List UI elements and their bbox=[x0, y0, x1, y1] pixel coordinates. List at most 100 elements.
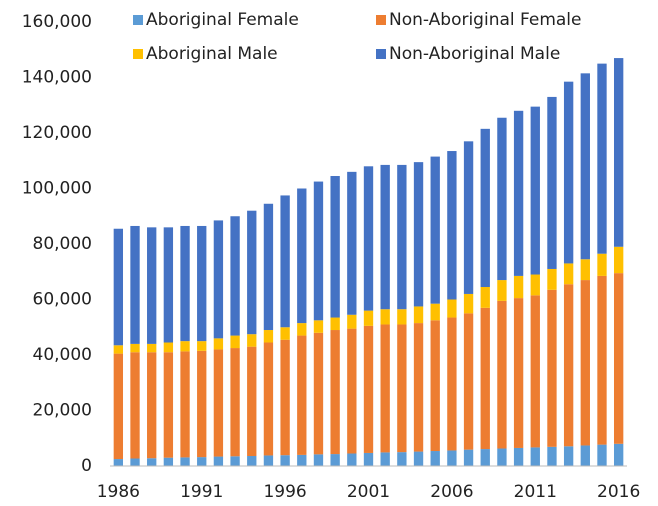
bar-segment bbox=[463, 449, 474, 466]
bar-segment bbox=[447, 317, 457, 451]
bar-segment bbox=[497, 117, 507, 281]
legend-swatch bbox=[133, 49, 143, 59]
bar-segment bbox=[130, 343, 140, 353]
bar-segment bbox=[530, 106, 540, 275]
bar-segment bbox=[330, 176, 340, 318]
bar-segment bbox=[430, 451, 440, 466]
bar-segment bbox=[447, 151, 457, 300]
bar-segment bbox=[513, 110, 524, 276]
bar-segment bbox=[263, 330, 274, 343]
bar-segment bbox=[547, 289, 557, 447]
y-tick-label: 160,000 bbox=[22, 12, 92, 32]
bar-segment bbox=[597, 253, 607, 276]
bar-segment bbox=[330, 330, 340, 455]
bar-segment bbox=[363, 325, 374, 453]
bar-segment bbox=[363, 310, 374, 326]
bar-segment bbox=[513, 275, 524, 299]
bar-segment bbox=[380, 164, 390, 310]
bar-segment bbox=[147, 227, 157, 344]
bar-segment bbox=[230, 216, 240, 336]
bar-segment bbox=[197, 350, 207, 458]
bar-segment bbox=[480, 449, 490, 466]
y-tick-label: 40,000 bbox=[33, 345, 92, 365]
bar-segment bbox=[347, 453, 357, 466]
bar-segment bbox=[280, 339, 290, 456]
bar-segment bbox=[213, 456, 224, 466]
bar-segment bbox=[480, 128, 490, 288]
y-tick-label: 60,000 bbox=[33, 290, 92, 310]
y-tick-label: 0 bbox=[81, 456, 92, 476]
bar-segment bbox=[347, 314, 357, 329]
bar-segment bbox=[430, 303, 440, 321]
bar-segment bbox=[597, 444, 607, 466]
bar-segment bbox=[297, 188, 307, 324]
bar-segment bbox=[380, 309, 390, 325]
bar-segment bbox=[247, 210, 257, 335]
legend-label: Non-Aboriginal Male bbox=[389, 44, 560, 64]
bar-segment bbox=[447, 299, 457, 318]
bar-segment bbox=[130, 352, 140, 459]
bar-segment bbox=[280, 455, 290, 466]
bar-segment bbox=[397, 164, 407, 310]
bar-segment bbox=[147, 352, 157, 459]
bar-segment bbox=[380, 452, 390, 466]
bar-segment bbox=[113, 345, 124, 354]
x-tick-label: 1986 bbox=[97, 482, 140, 502]
bar-segment bbox=[497, 300, 507, 449]
bar-segment bbox=[280, 195, 290, 328]
bar-segment bbox=[363, 166, 374, 311]
bar-segment bbox=[363, 452, 374, 466]
bar-segment bbox=[563, 446, 574, 466]
legend-swatch bbox=[376, 49, 386, 59]
bar-segment bbox=[580, 259, 590, 281]
bar-segment bbox=[397, 452, 407, 466]
bar-segment bbox=[613, 443, 624, 466]
bar-segment bbox=[463, 313, 474, 450]
bar-segment bbox=[380, 324, 390, 453]
bar-segment bbox=[297, 323, 307, 336]
legend-swatch bbox=[133, 15, 143, 25]
bar-segment bbox=[230, 348, 240, 457]
bar-segment bbox=[580, 73, 590, 260]
bar-segment bbox=[330, 454, 340, 466]
bar-segment bbox=[263, 342, 274, 456]
bar-segment bbox=[130, 225, 140, 344]
bar-segment bbox=[547, 96, 557, 269]
bar-segment bbox=[480, 287, 490, 308]
bar-segment bbox=[563, 284, 574, 447]
bar-segment bbox=[197, 341, 207, 351]
bar-segment bbox=[547, 268, 557, 290]
bar-segment bbox=[530, 274, 540, 296]
bar-segment bbox=[430, 156, 440, 304]
bar-segment bbox=[580, 280, 590, 446]
y-tick-label: 80,000 bbox=[33, 234, 92, 254]
bar-segment bbox=[263, 455, 274, 466]
x-tick-label: 2011 bbox=[514, 482, 557, 502]
bar-segment bbox=[613, 246, 624, 274]
bar-segment bbox=[247, 456, 257, 466]
bar-segment bbox=[163, 457, 174, 466]
bar-segment bbox=[163, 227, 174, 343]
bar-segment bbox=[147, 458, 157, 466]
bar-segment bbox=[147, 343, 157, 353]
bar-segment bbox=[563, 263, 574, 285]
legend-swatch bbox=[376, 15, 386, 25]
bar-segment bbox=[163, 342, 174, 353]
bar-segment bbox=[180, 341, 190, 352]
bar-segment bbox=[280, 327, 290, 340]
bar-segment bbox=[247, 346, 257, 457]
legend-label: Aboriginal Female bbox=[146, 10, 299, 30]
x-tick-label: 1991 bbox=[180, 482, 223, 502]
bar-segment bbox=[180, 225, 190, 342]
x-tick-label: 2006 bbox=[430, 482, 473, 502]
bar-segment bbox=[413, 306, 424, 324]
bar-segment bbox=[497, 448, 507, 466]
bar-segment bbox=[247, 334, 257, 347]
bar-segment bbox=[397, 309, 407, 325]
legend-label: Non-Aboriginal Female bbox=[389, 10, 582, 30]
bar-segment bbox=[497, 280, 507, 301]
bar-segment bbox=[213, 349, 224, 457]
bar-segment bbox=[213, 338, 224, 350]
bar-segment bbox=[197, 457, 207, 466]
bar-segment bbox=[413, 323, 424, 452]
